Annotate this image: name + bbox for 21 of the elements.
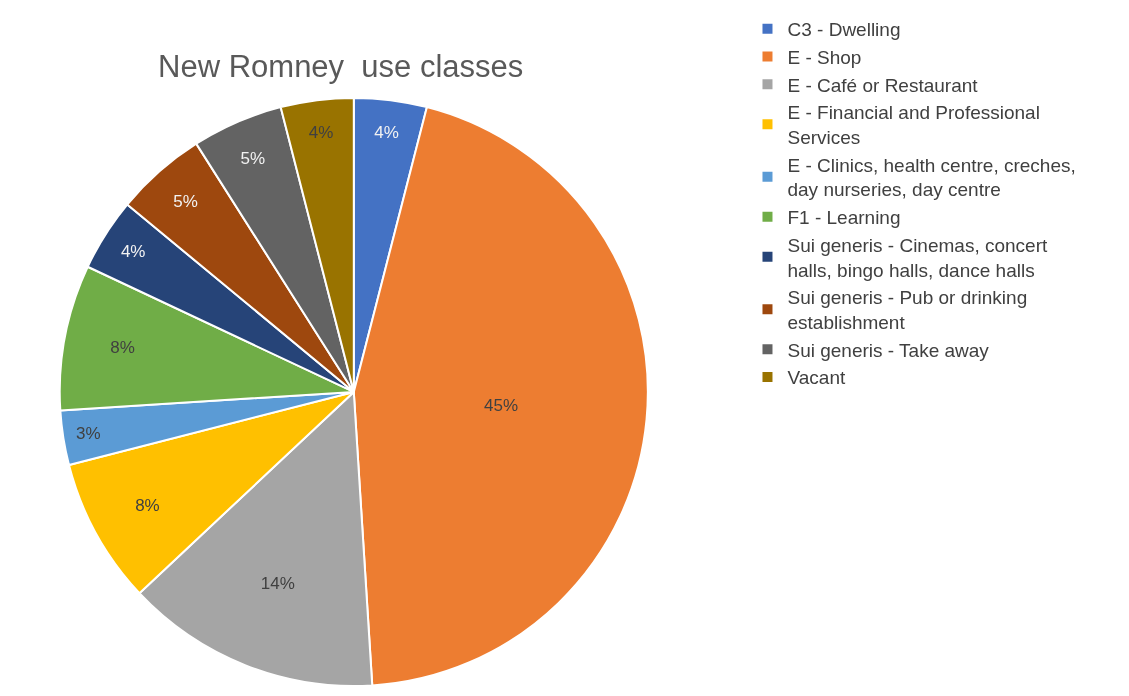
data-label: 3% [76,424,101,444]
text: New Romney use classes [158,49,524,85]
data-label: 4% [374,123,399,143]
legend-label: E - Shop [787,46,862,68]
legend-label: E - Clinics, health centre, creches, day nurseries, day centre [787,154,1076,201]
legend-label: C3 - Dwelling [787,19,901,41]
data-label: 14% [260,574,295,594]
data-label: 8% [110,338,135,358]
legend-label: F1 - Learning [787,207,901,229]
data-label: 5% [240,149,266,169]
data-label: 4% [308,123,334,143]
data-label: 8% [135,495,160,515]
data-label: 45% [484,396,519,416]
legend-label: Sui generis - Pub or drinking establishment [787,287,1028,333]
legend-label: Sui generis - Take away [787,339,990,361]
data-label: 5% [173,191,198,211]
data-label: 4% [120,242,146,262]
legend-label: E - Café or Restaurant [787,74,979,96]
legend-label: Vacant [787,367,846,389]
legend-label: E - Financial and Professional Services [787,102,1040,149]
legend-label: Sui generis - Cinemas, concert halls, bingo halls, dance halls [787,234,1048,281]
